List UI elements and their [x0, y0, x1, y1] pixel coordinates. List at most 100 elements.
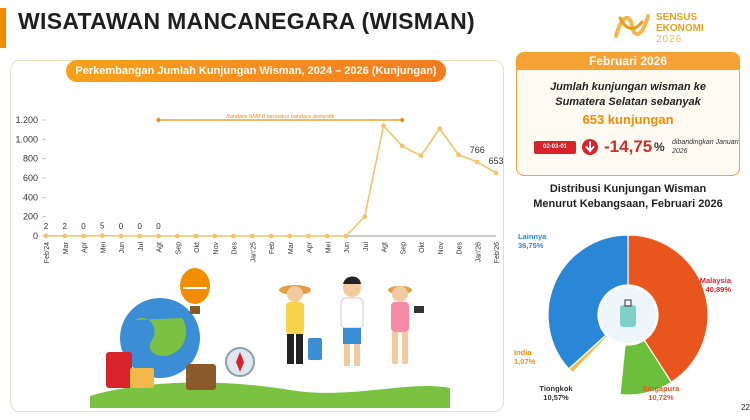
series-line: [46, 124, 497, 237]
x-tick-label: Agt: [157, 242, 164, 253]
data-point: [174, 233, 180, 239]
y-tick-label: 1.000: [15, 134, 38, 144]
data-label: 2: [44, 222, 49, 231]
tourist-woman-hat-icon: [279, 285, 322, 364]
data-point: [43, 233, 49, 239]
x-tick-label: Okt: [419, 242, 426, 253]
data-point: [193, 233, 199, 239]
luggage-icon: [106, 352, 216, 390]
pie-label: Tiongkok: [539, 384, 573, 393]
x-tick-label: Sep: [175, 242, 182, 255]
x-tick-label: Apr: [307, 241, 314, 253]
data-label: 0: [156, 222, 161, 231]
data-point: [249, 233, 255, 239]
annotation-end-dot: [400, 118, 405, 122]
x-tick-label: Des: [232, 242, 239, 255]
x-tick-label: Nov: [438, 242, 445, 255]
data-point: [212, 233, 218, 239]
summary-value: 653 kunjungan: [582, 112, 674, 127]
data-point: [399, 143, 405, 149]
data-label: 766: [470, 145, 485, 155]
compare-date-badge: 02-03-01: [534, 141, 576, 154]
pie-label: Lainnya: [518, 232, 547, 241]
pie-label: Malaysia: [700, 276, 732, 285]
x-tick-label: Okt: [194, 242, 201, 253]
x-tick-label: Apr: [82, 241, 89, 253]
data-point: [118, 233, 124, 239]
change-value: -14,75: [604, 137, 653, 156]
data-label: 0: [138, 222, 143, 231]
data-point: [381, 123, 386, 129]
comparison-row: 02-03-01 -14,75 % dibandingkan Januari 2…: [530, 137, 740, 162]
pie-value-label: 10,72%: [648, 393, 674, 402]
annotation-label: Bandara SMB II berstatus bandara domesti…: [226, 114, 334, 120]
pie-value-label: 10,57%: [543, 393, 569, 402]
page-title: WISATAWAN MANCANEGARA (WISMAN): [18, 8, 476, 34]
data-point: [493, 170, 499, 176]
change-unit: %: [654, 140, 665, 154]
pie-value-label: 1,07%: [514, 357, 536, 366]
x-tick-label: Jun: [119, 242, 126, 253]
pie-slice-lainnya: [547, 234, 629, 370]
y-tick-label: 800: [23, 154, 38, 164]
data-label: 653: [488, 156, 503, 166]
data-label: 5: [100, 222, 105, 231]
x-tick-label: Sep: [400, 242, 407, 255]
x-tick-label: Jun: [344, 242, 351, 253]
data-point: [343, 233, 349, 239]
x-tick-label: Mei: [100, 242, 107, 254]
title-accent-bar: [0, 8, 6, 48]
data-label: 0: [119, 222, 124, 231]
pie-value-label: 40,89%: [706, 285, 732, 294]
x-tick-label: Feb'26: [494, 242, 501, 263]
data-point: [418, 153, 424, 159]
logo-mark-icon: [614, 14, 650, 38]
data-point: [324, 233, 330, 239]
data-point: [437, 126, 443, 132]
x-tick-label: Mar: [288, 241, 295, 254]
compare-note: dibandingkan Januari 2026: [672, 139, 739, 155]
data-label: 2: [63, 222, 68, 231]
hot-air-balloon-icon: [180, 268, 210, 314]
y-tick-label: 200: [23, 212, 38, 222]
sensus-ekonomi-logo: SENSUS EKONOMI 2026: [612, 10, 732, 45]
annotation-start-dot: [156, 118, 161, 122]
x-tick-label: Mei: [325, 242, 332, 254]
data-point: [306, 233, 311, 239]
pie-value-label: 36,75%: [518, 241, 544, 250]
x-tick-label: Feb: [269, 242, 276, 254]
tourist-woman-camera-icon: [388, 286, 424, 364]
x-tick-label: Jan'26: [475, 242, 482, 263]
globe-icon: [120, 298, 200, 378]
y-tick-label: 600: [23, 173, 38, 183]
data-point: [231, 233, 236, 239]
page-number: 22: [741, 403, 750, 412]
pie-label: Singapura: [643, 384, 681, 393]
x-tick-label: Nov: [213, 242, 220, 255]
x-tick-label: Des: [457, 242, 464, 255]
compass-icon: [225, 347, 255, 377]
data-point: [137, 233, 143, 239]
data-point: [81, 233, 86, 239]
y-tick-label: 0: [33, 231, 38, 241]
x-tick-label: Jul: [138, 242, 145, 251]
summary-period: Februari 2026: [516, 52, 740, 70]
data-point: [474, 159, 480, 165]
summary-text: Jumlah kunjungan wisman ke Sumatera Sela…: [550, 81, 706, 108]
tourist-man-icon: [340, 276, 364, 366]
data-point: [62, 233, 68, 239]
suitcase-icon: [600, 287, 656, 343]
data-point: [287, 233, 293, 239]
data-point: [156, 233, 161, 239]
travel-illustration: [90, 268, 450, 408]
x-tick-label: Jan'25: [250, 242, 257, 263]
arrow-down-icon: [582, 139, 598, 155]
x-tick-label: Feb'24: [44, 242, 51, 263]
x-tick-label: Jul: [363, 242, 370, 251]
pie-chart-title: Distribusi Kunjungan Wisman Menurut Keba…: [533, 183, 723, 210]
y-tick-label: 400: [23, 192, 38, 202]
data-label: 0: [81, 222, 86, 231]
line-chart-title: Perkembangan Jumlah Kunjungan Wisman, 20…: [66, 60, 446, 82]
